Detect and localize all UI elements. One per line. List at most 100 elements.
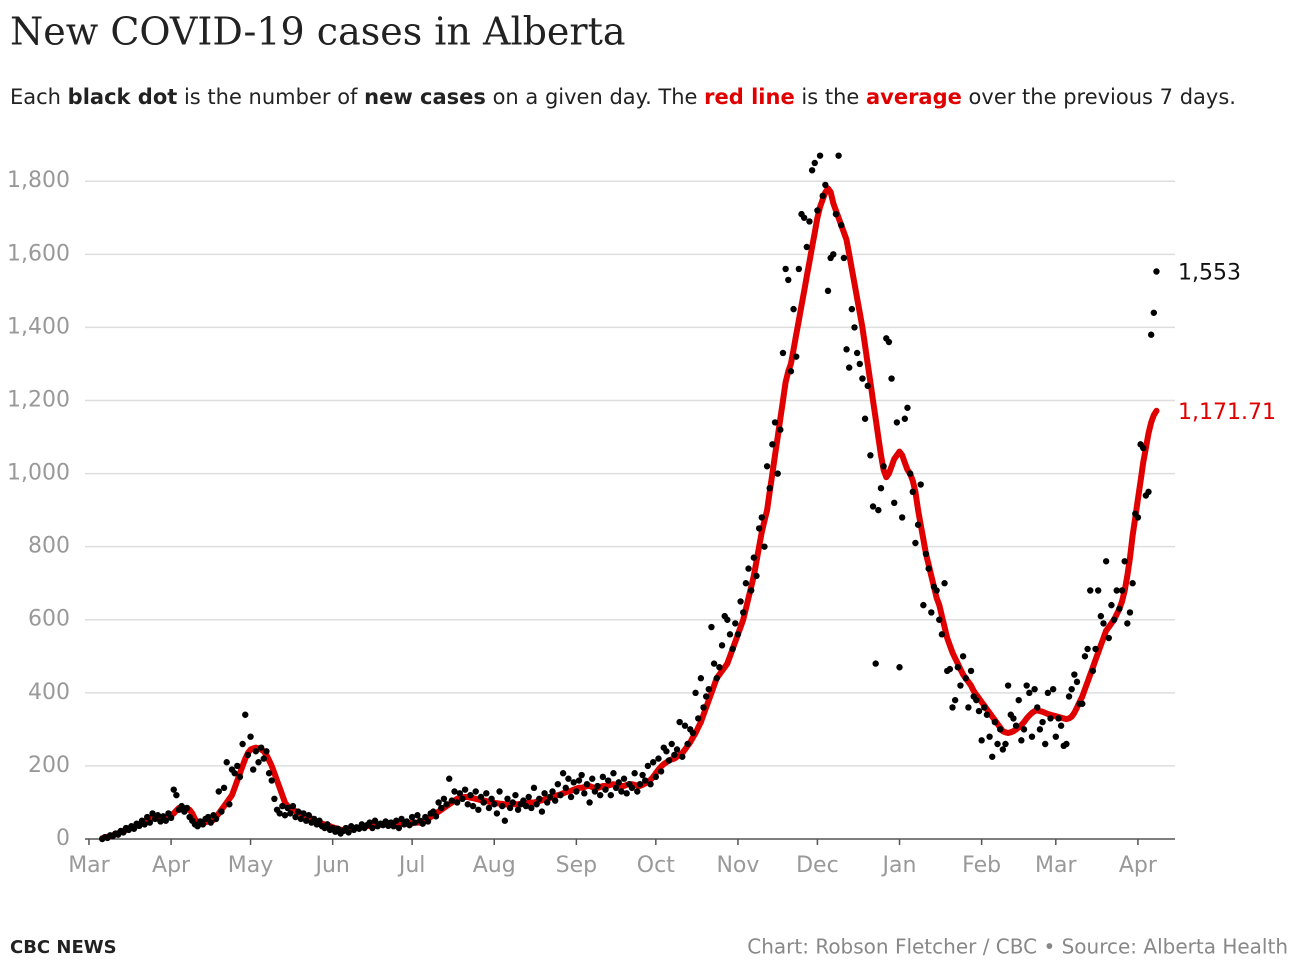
x-tick-label: Aug (473, 853, 516, 878)
case-dot (983, 711, 991, 718)
case-dot (771, 419, 779, 426)
subtitle-part: Each (10, 85, 68, 109)
chart-title: New COVID-19 cases in Alberta (10, 10, 626, 54)
case-dot (509, 799, 516, 806)
case-dot (212, 815, 220, 823)
case-dot (928, 609, 935, 616)
case-dot (289, 802, 297, 810)
case-dot (777, 426, 784, 433)
x-tick-label: Feb (962, 853, 1001, 878)
case-dot (1129, 580, 1136, 587)
case-dot (761, 543, 768, 550)
x-tick-label: Mar (68, 853, 110, 878)
case-dot (896, 664, 903, 671)
case-dot (607, 791, 614, 799)
case-dot (853, 349, 861, 357)
case-dot (231, 770, 238, 777)
case-dot (1105, 634, 1112, 642)
case-dot (173, 791, 180, 799)
case-dot (488, 795, 495, 803)
case-dot (1126, 609, 1134, 616)
subtitle-part: average (866, 85, 962, 109)
x-tick-label: Apr (152, 853, 191, 878)
case-dot (851, 324, 858, 331)
case-dot (1092, 645, 1099, 653)
case-dot (750, 554, 758, 561)
case-dot (1153, 268, 1160, 275)
case-dot (369, 824, 376, 832)
case-dot (867, 452, 874, 459)
case-dot (1063, 740, 1070, 748)
case-dot (575, 777, 583, 784)
case-dot (1044, 689, 1052, 697)
case-dot (578, 771, 585, 779)
case-dot (435, 799, 442, 806)
case-dot (551, 797, 559, 804)
brand: CBC NEWS (10, 937, 117, 958)
case-dot (279, 802, 286, 810)
case-dot (845, 364, 853, 371)
case-dot (1097, 612, 1105, 620)
case-dot (220, 784, 228, 792)
case-dot (649, 759, 657, 766)
case-dot (936, 616, 943, 623)
case-dot (779, 349, 787, 357)
case-dot (697, 675, 705, 682)
case-dot (549, 788, 556, 795)
case-dot (848, 305, 856, 313)
case-dot (247, 733, 254, 740)
case-dot (194, 823, 201, 830)
case-dot (996, 726, 1004, 733)
case-dot (729, 645, 736, 653)
case-dot (223, 759, 230, 766)
case-dot (546, 793, 554, 801)
case-dot (1124, 620, 1131, 627)
subtitle-part: is the number of (177, 85, 364, 109)
case-dot (263, 748, 270, 755)
case-dot (689, 729, 697, 737)
case-dot (922, 550, 930, 558)
subtitle-part: red line (704, 85, 795, 109)
case-dot (1015, 696, 1022, 704)
case-dot (250, 766, 257, 773)
case-dot (1118, 587, 1126, 594)
case-dot (570, 779, 577, 786)
case-dot (1018, 737, 1025, 744)
case-dot (597, 791, 604, 799)
case-dot (753, 572, 760, 580)
case-dot (713, 675, 720, 682)
case-dot (941, 580, 948, 587)
case-dot (178, 802, 185, 810)
case-dot (226, 801, 233, 808)
case-dot (557, 791, 564, 799)
case-dot (610, 770, 617, 777)
case-dot (981, 704, 988, 711)
case-dot (1094, 587, 1102, 594)
y-tick-label: 1,800 (7, 168, 70, 193)
case-dot (1110, 616, 1118, 623)
case-dot (594, 782, 601, 790)
case-dot (448, 797, 456, 804)
case-dot (864, 382, 871, 390)
case-dot (949, 704, 956, 711)
case-dot (769, 441, 776, 448)
case-dot (1057, 722, 1065, 729)
case-dot (395, 824, 403, 832)
case-dot (893, 419, 901, 426)
case-dot (856, 360, 863, 368)
case-dot (604, 777, 612, 784)
case-dot (544, 799, 551, 806)
case-dot (811, 159, 818, 167)
case-dot (438, 804, 445, 812)
x-tick-label: Nov (716, 853, 759, 878)
y-tick-label: 1,600 (7, 241, 70, 266)
case-dot (581, 790, 588, 797)
case-dot (496, 788, 503, 795)
case-dot (742, 580, 750, 587)
case-dot (276, 810, 283, 817)
case-dot (912, 539, 919, 547)
y-tick-label: 1,200 (7, 387, 70, 412)
case-dot (271, 795, 278, 803)
case-dot (136, 822, 143, 830)
